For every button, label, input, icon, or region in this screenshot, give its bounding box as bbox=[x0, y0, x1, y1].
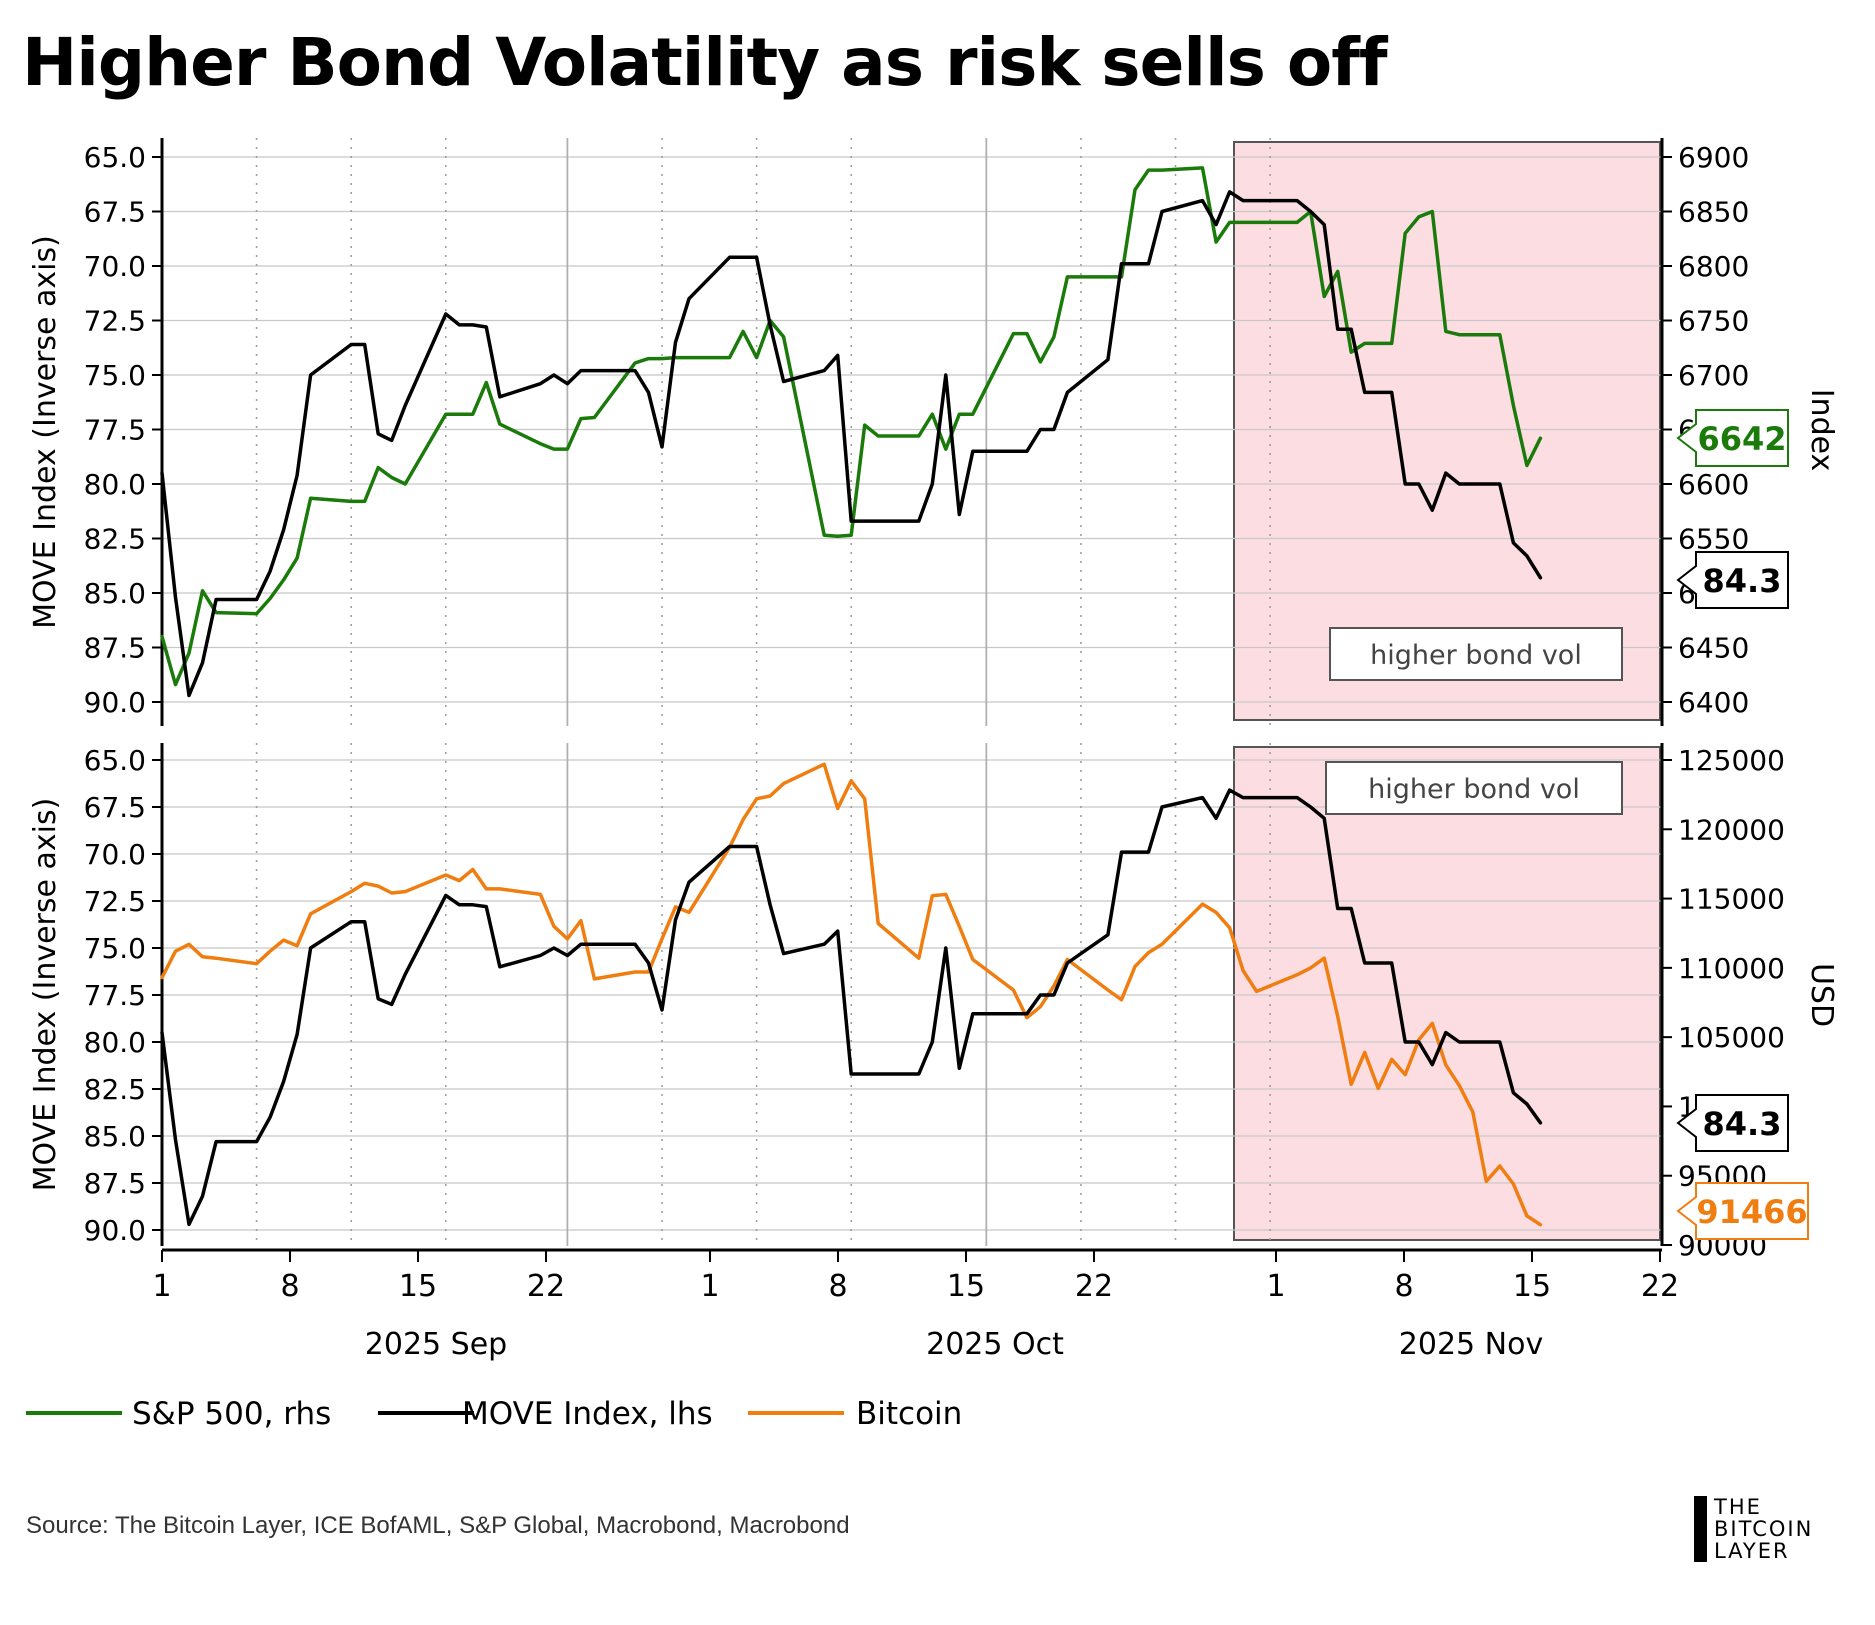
top-right-tick-label: 6700 bbox=[1678, 359, 1749, 392]
x-month-label: 2025 Sep bbox=[365, 1327, 507, 1362]
top-left-tick-label: 85.0 bbox=[84, 577, 146, 610]
bottom-left-tick-label: 67.5 bbox=[84, 791, 146, 824]
x-tick-label: 15 bbox=[1513, 1269, 1551, 1304]
top-left-tick-label: 65.0 bbox=[84, 141, 146, 174]
bottom-left-tick-label: 65.0 bbox=[84, 744, 146, 777]
x-tick-label: 22 bbox=[527, 1269, 565, 1304]
bottom-left-tick-label: 72.5 bbox=[84, 885, 146, 918]
top-right-axis-label: Index bbox=[1804, 389, 1839, 472]
bitcoin-last-value-badge-text: 91466 bbox=[1696, 1193, 1807, 1231]
legend-label: Bitcoin bbox=[856, 1396, 962, 1432]
move-last-value-badge-bottom-frame bbox=[1676, 1094, 1789, 1152]
bitcoin-series-line bbox=[160, 762, 1543, 1227]
x-tick-label: 8 bbox=[1394, 1269, 1413, 1304]
sp500-last-value-badge-text: 6642 bbox=[1697, 420, 1786, 458]
bottom-left-tick-label: 75.0 bbox=[84, 932, 146, 965]
top-left-tick-label: 67.5 bbox=[84, 196, 146, 229]
top-left-tick-label: 75.0 bbox=[84, 359, 146, 392]
top-panel-shade-region bbox=[1233, 141, 1661, 721]
bitcoin-last-value-badge-frame bbox=[1676, 1182, 1809, 1240]
logo-line-1: THE bbox=[1714, 1495, 1762, 1519]
bottom-left-tick-label: 85.0 bbox=[84, 1120, 146, 1153]
legend-label: S&P 500, rhs bbox=[132, 1396, 331, 1432]
bottom-left-tick-label: 90.0 bbox=[84, 1214, 146, 1247]
top-right-tick-label: 6750 bbox=[1678, 305, 1749, 338]
bottom-left-tick-label: 77.5 bbox=[84, 979, 146, 1012]
top-annotation-text: higher bond vol bbox=[1370, 640, 1582, 671]
move-last-value-badge-bottom-text: 84.3 bbox=[1703, 1105, 1782, 1143]
x-tick-label: 8 bbox=[828, 1269, 847, 1304]
x-tick-label: 15 bbox=[947, 1269, 985, 1304]
top-right-tick-label: 6850 bbox=[1678, 196, 1749, 229]
x-month-label: 2025 Nov bbox=[1399, 1327, 1543, 1362]
top-left-tick-label: 72.5 bbox=[84, 305, 146, 338]
x-month-label: 2025 Oct bbox=[926, 1327, 1064, 1362]
top-right-tick-label: 6600 bbox=[1678, 468, 1749, 501]
bottom-left-tick-label: 82.5 bbox=[84, 1073, 146, 1106]
source-note: Source: The Bitcoin Layer, ICE BofAML, S… bbox=[26, 1512, 850, 1539]
bottom-right-tick-label: 125000 bbox=[1678, 744, 1785, 777]
logo-line-3: LAYER bbox=[1714, 1539, 1790, 1563]
bottom-left-axis-label: MOVE Index (Inverse axis) bbox=[28, 798, 63, 1192]
sp500-last-value-badge-frame bbox=[1676, 409, 1789, 467]
sp500-last-value-badge: 6642 bbox=[1676, 409, 1789, 467]
move-series-line-bottom bbox=[160, 788, 1543, 1227]
x-tick-label: 22 bbox=[1641, 1269, 1679, 1304]
bottom-annotation-text: higher bond vol bbox=[1368, 774, 1580, 805]
top-left-tick-label: 80.0 bbox=[84, 468, 146, 501]
x-tick-label: 1 bbox=[700, 1269, 719, 1304]
bottom-right-tick-label: 115000 bbox=[1678, 883, 1785, 916]
logo-bar-icon bbox=[1694, 1496, 1707, 1562]
top-annotation-box bbox=[1329, 627, 1623, 681]
bottom-right-axis-label: USD bbox=[1804, 963, 1839, 1027]
chart-title: Higher Bond Volatility as risk sells off bbox=[22, 24, 1388, 101]
x-tick-label: 1 bbox=[152, 1269, 171, 1304]
x-tick-label: 8 bbox=[280, 1269, 299, 1304]
bottom-annotation-box bbox=[1325, 761, 1623, 815]
move-last-value-badge-bottom: 84.3 bbox=[1676, 1094, 1789, 1152]
x-tick-label: 15 bbox=[399, 1269, 437, 1304]
top-left-tick-label: 90.0 bbox=[84, 686, 146, 719]
top-right-tick-label: 6800 bbox=[1678, 250, 1749, 283]
sp500-series-line bbox=[160, 166, 1543, 687]
bottom-left-tick-label: 70.0 bbox=[84, 838, 146, 871]
bottom-left-tick-label: 80.0 bbox=[84, 1026, 146, 1059]
logo-line-2: BITCOIN bbox=[1714, 1517, 1814, 1541]
top-right-tick-label: 6400 bbox=[1678, 686, 1749, 719]
move-last-value-badge-top-frame bbox=[1676, 551, 1789, 609]
bitcoin-last-value-badge: 91466 bbox=[1676, 1182, 1809, 1240]
legend-label: MOVE Index, lhs bbox=[462, 1396, 713, 1432]
top-left-tick-label: 77.5 bbox=[84, 414, 146, 447]
move-series-line-top bbox=[160, 190, 1543, 698]
move-last-value-badge-top: 84.3 bbox=[1676, 551, 1789, 609]
x-tick-label: 1 bbox=[1266, 1269, 1285, 1304]
bitcoin-layer-logo: THE BITCOIN LAYER bbox=[1694, 1496, 1854, 1562]
top-left-axis-label: MOVE Index (Inverse axis) bbox=[28, 235, 63, 629]
top-left-tick-label: 87.5 bbox=[84, 632, 146, 665]
bottom-left-tick-label: 87.5 bbox=[84, 1167, 146, 1200]
bottom-panel-shade-region bbox=[1233, 746, 1661, 1241]
top-right-tick-label: 6450 bbox=[1678, 632, 1749, 665]
x-tick-label: 22 bbox=[1075, 1269, 1113, 1304]
top-right-tick-label: 6900 bbox=[1678, 141, 1749, 174]
move-last-value-badge-top-text: 84.3 bbox=[1703, 562, 1782, 600]
top-left-tick-label: 70.0 bbox=[84, 250, 146, 283]
top-left-tick-label: 82.5 bbox=[84, 523, 146, 556]
top-right-tick-label: 6550 bbox=[1678, 523, 1749, 556]
bottom-right-tick-label: 120000 bbox=[1678, 813, 1785, 846]
bottom-right-tick-label: 105000 bbox=[1678, 1021, 1785, 1054]
bottom-right-tick-label: 110000 bbox=[1678, 952, 1785, 985]
